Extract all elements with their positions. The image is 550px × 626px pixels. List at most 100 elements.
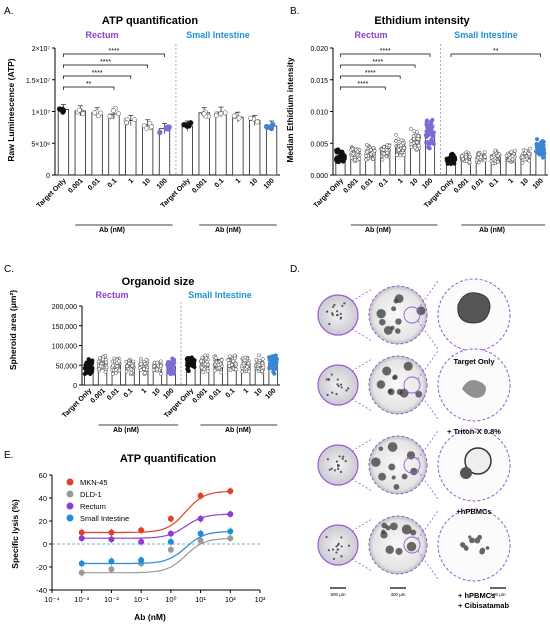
organoid-dot [326, 458, 330, 461]
chart-c-point [272, 371, 277, 376]
organoid-shape [464, 447, 492, 475]
chart-a-point [164, 124, 171, 130]
chart-e-point [227, 535, 234, 542]
organoid-dot [339, 312, 342, 315]
chart-c-point [85, 365, 90, 370]
chart-b-sig-bracket [340, 53, 431, 57]
chart-b-point [444, 156, 449, 161]
chart-e-xtick-label: 10⁻² [104, 595, 119, 604]
chart-c-point [111, 363, 115, 368]
organoid-dot [336, 543, 340, 547]
chart-e-ytick-label: 20 [39, 517, 47, 526]
debris-dot [479, 548, 485, 555]
chart-b-point [381, 148, 386, 152]
organoid-dot [335, 310, 339, 313]
chart-b-point [524, 148, 528, 153]
chart-a-group-si: Small Intestine [186, 30, 250, 40]
chart-b-point [398, 153, 403, 158]
chart-b-sig-label: ** [493, 48, 499, 55]
chart-b-point [464, 154, 468, 159]
panel-d-caption-cibisatamab: + Cibisatamab [458, 601, 509, 610]
chart-b-xtick-label: 1 [397, 177, 405, 185]
chart-c-xtick-label: 10 [151, 387, 162, 398]
chart-b-ylabel: Median Ethidium intensity [285, 57, 295, 163]
chart-a-point [80, 111, 86, 117]
chart-e-xtick-label: 10⁰ [165, 595, 176, 604]
chart-a-bar [158, 128, 171, 176]
chart-c-point [247, 369, 251, 374]
chart-c-point [217, 365, 221, 370]
chart-a-ytick-label: 2×10⁷ [32, 46, 51, 53]
chart-c-ytick-label: 150,000 [52, 324, 77, 331]
chart-b-point [452, 155, 457, 160]
chart-b-point [334, 149, 339, 154]
chart-c-point [98, 364, 103, 369]
organoid-blob [388, 463, 396, 471]
organoid-dot [339, 383, 343, 386]
chart-e-ytick-label: -20 [36, 563, 47, 572]
chart-b-point [402, 146, 407, 150]
chart-c-point [232, 353, 237, 358]
chart-e-ylabel: Specific lysis (%) [10, 499, 20, 569]
chart-b-point [364, 157, 368, 162]
chart-c-xtick-label: 100 [264, 387, 277, 400]
chart-b-ytick-label: 0.000 [310, 173, 328, 180]
chart-e-curve-0 [81, 490, 231, 534]
chart-b-xtick-label: 0.001 [342, 177, 359, 194]
chart-b-point [540, 139, 545, 144]
zoom-connector [417, 510, 439, 540]
chart-c-point [170, 363, 176, 368]
chart-a-ab-si: Ab (nM) [215, 227, 241, 234]
chart-e-point [227, 528, 234, 535]
scale-bar-label: 100 μm [490, 592, 505, 597]
chart-e-point [167, 530, 174, 537]
organoid-dot [335, 393, 338, 396]
organoid-blob [395, 318, 402, 325]
chart-c-point [199, 359, 204, 364]
chart-b-point [340, 151, 345, 156]
chart-c-point [203, 362, 208, 367]
chart-c-point [130, 363, 135, 368]
chart-c-xtick-label: 0.01 [106, 387, 121, 402]
chart-c-point [233, 361, 238, 366]
chart-c-point [111, 372, 115, 376]
chart-c-point [231, 359, 236, 364]
organoid-dot [337, 467, 340, 470]
zoom-connector [351, 398, 373, 412]
chart-b-sig-label: **** [365, 70, 376, 77]
chart-e-point [78, 529, 85, 536]
chart-c-point [212, 368, 217, 373]
chart-c-point [117, 368, 122, 373]
organoid-dot [336, 313, 339, 317]
organoid-blob [415, 390, 423, 398]
chart-b-xtick-label: 0.01 [471, 177, 486, 192]
zoom-connector [351, 288, 373, 302]
chart-e-point [197, 530, 204, 537]
chart-a-xtick-label: 0.1 [107, 177, 119, 189]
chart-a-sig-bracket [63, 53, 165, 57]
chart-c-point [151, 368, 156, 372]
chart-c-point [219, 370, 224, 375]
chart-c-point [216, 362, 221, 367]
chart-b-sig-bracket [450, 53, 541, 57]
chart-c-point [260, 361, 265, 366]
chart-b-point [528, 146, 532, 151]
well-image [368, 515, 428, 575]
organoid-dot [341, 457, 344, 460]
organoid-blob [385, 545, 394, 554]
organoid-dot [338, 455, 341, 458]
chart-c-group-rectum: Rectum [95, 290, 128, 300]
organoid-dot [327, 378, 330, 381]
chart-b-group-si: Small Intestine [454, 30, 518, 40]
panel-d-caption-target-only: Target Only [453, 357, 495, 366]
chart-a-point [92, 110, 97, 116]
chart-a-bar [142, 124, 154, 176]
chart-a-bar [181, 125, 193, 176]
chart-b-point [540, 148, 546, 153]
panel-d-caption-triton: + Triton-X 0.8% [447, 427, 501, 436]
chart-b-point [417, 143, 421, 148]
chart-c-ytick-label: 100,000 [52, 344, 77, 351]
chart-b-point [382, 151, 386, 156]
chart-b-point [371, 156, 375, 161]
chart-e-ytick-label: 60 [39, 471, 47, 480]
